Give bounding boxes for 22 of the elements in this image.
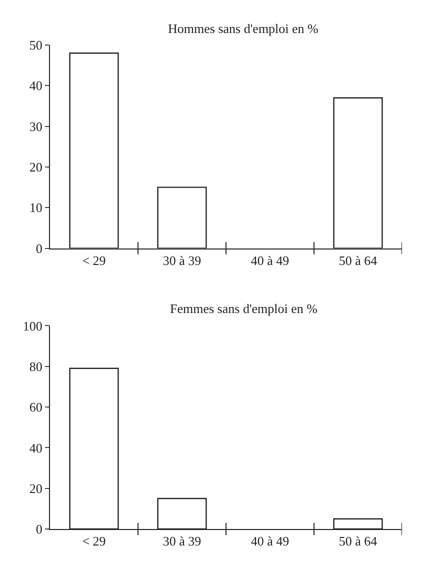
x-tick-label: 40 à 49 xyxy=(250,252,290,268)
chart-title: Hommes sans d'emploi en % xyxy=(168,21,319,36)
y-tick-label: 10 xyxy=(29,200,42,216)
x-tick-label: 50 à 64 xyxy=(338,252,378,268)
y-tick-label: 0 xyxy=(36,240,42,256)
x-tick-label: 50 à 64 xyxy=(338,534,378,549)
y-tick-label: 60 xyxy=(29,400,42,415)
y-tick-label: 40 xyxy=(29,78,42,94)
chart-title: Femmes sans d'emploi en % xyxy=(170,301,318,316)
y-tick-label: 30 xyxy=(29,118,42,134)
x-tick-label: < 29 xyxy=(82,534,106,549)
y-tick-label: 80 xyxy=(29,358,42,374)
y-tick-label: 20 xyxy=(29,160,42,175)
x-tick-label: 30 à 39 xyxy=(162,252,202,268)
x-tick-label: < 29 xyxy=(82,252,106,268)
y-tick-label: 50 xyxy=(29,38,42,53)
y-tick-label: 40 xyxy=(29,440,42,456)
y-tick-label: 100 xyxy=(22,318,42,334)
x-tick-label: 30 à 39 xyxy=(162,534,202,549)
y-tick-label: 20 xyxy=(29,480,42,496)
y-tick-label: 0 xyxy=(36,522,42,537)
x-tick-label: 40 à 49 xyxy=(250,534,290,549)
